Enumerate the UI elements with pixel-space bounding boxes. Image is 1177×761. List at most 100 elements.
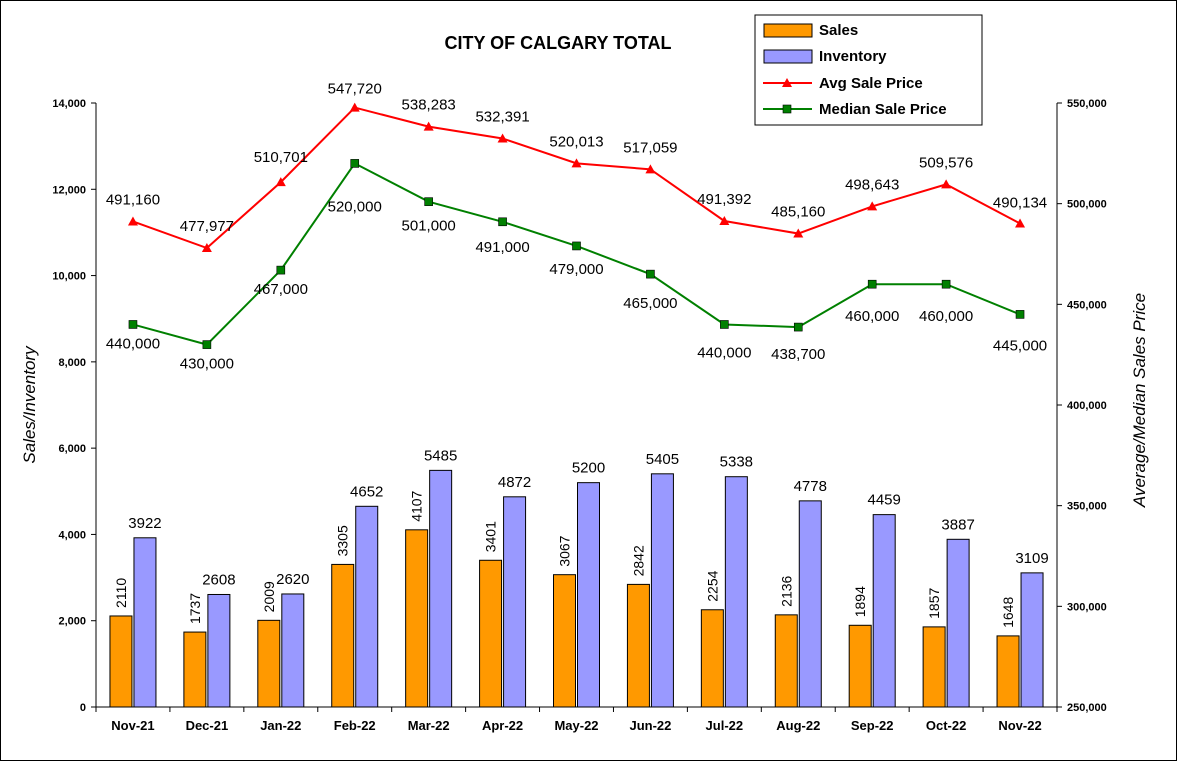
y-axis-label: Sales/Inventory bbox=[20, 345, 39, 464]
median-price-data-label: 491,000 bbox=[475, 239, 529, 256]
x-tick-label: Jan-22 bbox=[260, 718, 301, 733]
inventory-bar bbox=[429, 469, 453, 708]
inventory-data-label: 3922 bbox=[128, 515, 161, 532]
avg-price-data-label: 498,643 bbox=[845, 176, 899, 193]
avg-price-data-label: 490,134 bbox=[993, 195, 1047, 212]
legend-swatch-sales bbox=[763, 23, 813, 38]
median-price-data-label: 460,000 bbox=[845, 308, 899, 325]
median-price-marker bbox=[720, 320, 729, 329]
x-tick-label: Dec-21 bbox=[186, 718, 229, 733]
sales-data-label: 2136 bbox=[778, 575, 794, 606]
sales-bar bbox=[405, 529, 429, 708]
avg-price-data-label: 547,720 bbox=[328, 81, 382, 98]
sales-data-label: 2254 bbox=[704, 570, 720, 601]
chart-title: CITY OF CALGARY TOTAL bbox=[444, 33, 671, 53]
inventory-data-label: 4872 bbox=[498, 474, 531, 491]
y2-tick-label: 300,000 bbox=[1067, 601, 1107, 613]
avg-price-data-label: 485,160 bbox=[771, 204, 825, 221]
legend-swatch-inventory bbox=[763, 49, 813, 64]
y2-tick-label: 500,000 bbox=[1067, 199, 1107, 211]
y-tick-label: 10,000 bbox=[52, 271, 86, 283]
inventory-bar bbox=[946, 538, 970, 708]
sales-bar bbox=[848, 624, 872, 708]
median-price-data-label: 430,000 bbox=[180, 356, 234, 373]
sales-bar bbox=[257, 619, 281, 708]
median-price-marker bbox=[424, 197, 433, 206]
avg-price-marker bbox=[349, 102, 360, 112]
y-tick-label: 8,000 bbox=[58, 357, 86, 369]
inventory-bar bbox=[355, 505, 379, 708]
sales-data-label: 2842 bbox=[630, 545, 646, 576]
avg-price-marker bbox=[127, 216, 138, 226]
sales-bar bbox=[109, 615, 133, 708]
x-tick-label: Oct-22 bbox=[926, 718, 966, 733]
sales-bar bbox=[774, 614, 798, 708]
median-price-data-label: 445,000 bbox=[993, 337, 1047, 354]
median-price-marker bbox=[646, 269, 655, 279]
legend-label: Avg Sale Price bbox=[819, 75, 923, 92]
inventory-data-label: 4459 bbox=[868, 492, 901, 509]
median-price-marker bbox=[1015, 310, 1025, 319]
legend-label: Median Sale Price bbox=[819, 101, 947, 118]
sales-data-label: 3067 bbox=[557, 535, 573, 566]
inventory-bar bbox=[1020, 572, 1044, 708]
y-tick-label: 6,000 bbox=[58, 443, 86, 455]
avg-price-marker bbox=[497, 133, 508, 143]
median-price-data-label: 467,000 bbox=[254, 281, 308, 298]
sales-data-label: 1894 bbox=[852, 586, 868, 617]
avg-price-data-label: 510,701 bbox=[254, 149, 308, 166]
median-price-data-label: 460,000 bbox=[919, 308, 973, 325]
avg-price-marker bbox=[645, 164, 656, 174]
legend-marker-avg bbox=[782, 78, 792, 87]
sales-bar bbox=[479, 559, 503, 708]
median-price-data-label: 479,000 bbox=[549, 261, 603, 278]
x-tick-label: Jul-22 bbox=[706, 718, 744, 733]
avg-price-data-label: 477,977 bbox=[180, 218, 234, 235]
sales-bar bbox=[700, 609, 724, 708]
inventory-data-label: 5485 bbox=[424, 447, 457, 464]
sales-bar bbox=[996, 635, 1020, 708]
avg-price-marker bbox=[571, 158, 582, 168]
inventory-data-label: 4652 bbox=[350, 483, 383, 500]
sales-bar bbox=[922, 626, 946, 708]
bar-layer bbox=[109, 469, 1044, 708]
inventory-data-label: 2620 bbox=[276, 571, 309, 588]
median-price-marker bbox=[867, 279, 877, 289]
median-price-marker bbox=[793, 322, 803, 332]
avg-price-marker bbox=[793, 228, 804, 238]
avg-price-marker bbox=[941, 179, 952, 189]
avg-price-data-label: 517,059 bbox=[623, 139, 677, 156]
median-price-marker bbox=[202, 340, 212, 349]
median-price-marker bbox=[941, 279, 951, 289]
avg-price-data-label: 520,013 bbox=[549, 133, 603, 150]
avg-price-marker bbox=[867, 201, 878, 211]
sales-data-label: 1737 bbox=[187, 593, 203, 624]
sales-data-label: 3401 bbox=[483, 521, 499, 552]
inventory-bar bbox=[577, 482, 600, 708]
sales-bar bbox=[626, 583, 650, 708]
x-tick-label: Apr-22 bbox=[482, 718, 523, 733]
x-tick-label: Feb-22 bbox=[334, 718, 376, 733]
inventory-data-label: 5338 bbox=[720, 454, 753, 471]
inventory-data-label: 3109 bbox=[1015, 550, 1048, 567]
median-price-data-label: 440,000 bbox=[106, 335, 160, 352]
y-tick-label: 4,000 bbox=[58, 529, 86, 541]
inventory-bar bbox=[281, 593, 305, 708]
inventory-bar bbox=[872, 514, 896, 708]
inventory-bar bbox=[650, 473, 674, 708]
inventory-data-label: 5405 bbox=[646, 451, 679, 468]
inventory-data-label: 3887 bbox=[941, 516, 974, 533]
avg-price-marker bbox=[423, 121, 434, 131]
y2-tick-label: 250,000 bbox=[1067, 702, 1107, 714]
sales-bar bbox=[553, 574, 576, 708]
inventory-bar bbox=[207, 593, 231, 708]
inventory-data-label: 4778 bbox=[794, 478, 827, 495]
y-tick-label: 0 bbox=[80, 702, 86, 714]
line-layer bbox=[127, 102, 1026, 349]
legend-label: Inventory bbox=[819, 48, 887, 65]
inventory-bar bbox=[503, 496, 527, 708]
avg-price-marker bbox=[719, 215, 730, 225]
sales-data-label: 2110 bbox=[113, 578, 129, 608]
sales-bar bbox=[331, 563, 355, 708]
